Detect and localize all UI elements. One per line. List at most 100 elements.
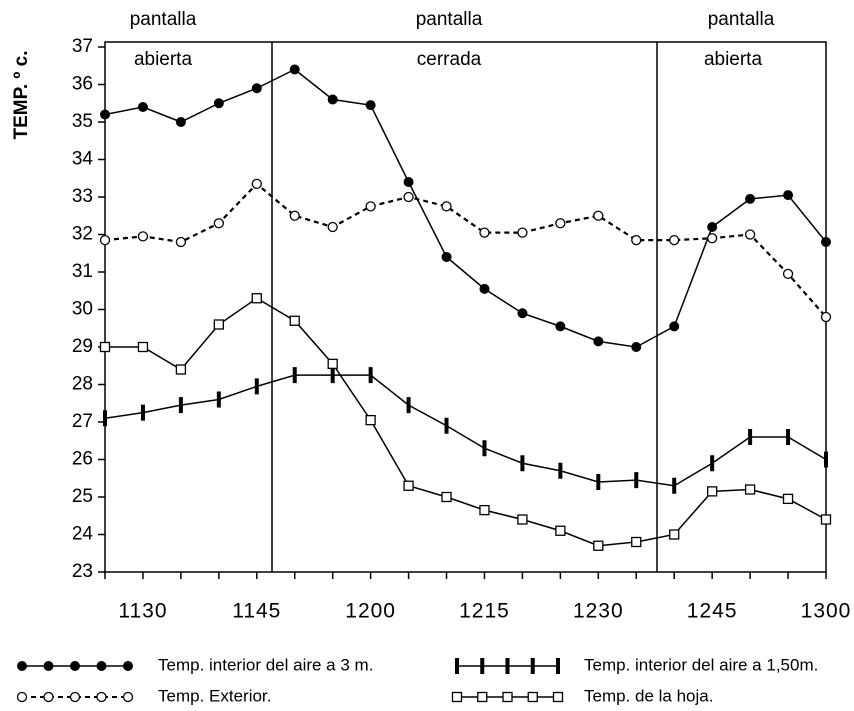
point: [669, 321, 680, 332]
point: [327, 358, 338, 370]
y-tick-label: 35: [72, 111, 93, 132]
point: [96, 661, 107, 671]
point: [96, 691, 107, 703]
point: [631, 536, 642, 548]
y-tick-label: 25: [72, 486, 93, 507]
point: [669, 234, 680, 246]
point: [477, 691, 488, 703]
y-tick-label: 37: [72, 36, 93, 57]
point: [502, 691, 513, 703]
point: [69, 691, 81, 703]
y-tick-label: 31: [72, 261, 93, 282]
x-tick-label: 1300: [801, 600, 852, 623]
point: [744, 229, 756, 240]
point: [441, 252, 452, 262]
series-line: [104, 374, 827, 487]
legend-label: Temp. de la hoja.: [584, 686, 713, 705]
point: [479, 227, 490, 238]
point: [593, 210, 604, 221]
annotation: pantalla: [708, 9, 775, 30]
point: [782, 268, 794, 280]
legend-label: Temp. interior del aire a 3 m.: [158, 655, 373, 674]
plot-frame: [104, 41, 827, 573]
point: [552, 691, 564, 703]
point: [403, 191, 414, 203]
point: [403, 480, 414, 491]
point: [365, 201, 376, 212]
point: [527, 691, 538, 703]
point: [213, 98, 224, 109]
y-tick-label: 29: [72, 336, 93, 357]
y-axis-label: TEMP. º c.: [11, 51, 32, 140]
point: [669, 529, 680, 540]
point: [479, 504, 490, 516]
y-tick-label: 32: [72, 224, 93, 245]
point: [175, 364, 187, 375]
annotation: abierta: [134, 49, 193, 70]
point: [137, 102, 148, 112]
point: [451, 691, 463, 703]
x-tick-label: 1145: [232, 600, 281, 623]
point: [251, 293, 262, 304]
annotation: cerrada: [417, 49, 482, 70]
point: [16, 691, 28, 703]
point: [631, 234, 642, 246]
point: [251, 83, 262, 94]
y-tick-label: 28: [72, 374, 93, 395]
y-tick-label: 33: [72, 186, 93, 207]
point: [289, 64, 300, 75]
point: [289, 210, 300, 221]
y-tick-label: 24: [72, 524, 94, 545]
annotation: pantalla: [130, 9, 197, 30]
point: [707, 486, 718, 497]
x-tick-label: 1200: [345, 600, 396, 623]
point: [213, 218, 224, 229]
point: [631, 342, 642, 352]
point: [744, 484, 756, 495]
point: [441, 491, 452, 503]
point: [365, 414, 376, 426]
point: [137, 231, 149, 242]
point: [100, 109, 110, 120]
point: [99, 341, 111, 353]
series-line: [104, 182, 827, 318]
point: [43, 691, 54, 703]
point: [251, 178, 262, 190]
point: [441, 201, 452, 212]
point: [820, 311, 832, 323]
point: [479, 283, 490, 294]
point: [820, 514, 832, 525]
point: [593, 336, 604, 347]
series-line: [104, 68, 827, 348]
point: [365, 100, 376, 111]
y-tick-label: 23: [72, 561, 93, 582]
y-tick-label: 30: [72, 299, 93, 320]
point: [175, 117, 186, 127]
annotation: abierta: [704, 49, 763, 70]
point: [289, 315, 300, 326]
point: [43, 661, 54, 671]
point: [327, 221, 338, 233]
point: [17, 661, 27, 671]
y-tick-label: 26: [72, 449, 93, 470]
point: [403, 177, 414, 187]
point: [707, 233, 718, 244]
point: [213, 319, 224, 330]
series-line: [105, 297, 827, 547]
point: [327, 94, 338, 105]
point: [517, 308, 528, 319]
point: [782, 493, 794, 505]
point: [555, 321, 566, 332]
x-tick-label: 1245: [687, 600, 738, 623]
point: [122, 691, 134, 703]
point: [517, 514, 528, 525]
point: [70, 661, 80, 671]
y-tick-label: 36: [72, 74, 93, 95]
y-tick-label: 27: [72, 411, 93, 432]
x-tick-label: 1230: [573, 600, 624, 623]
point: [555, 218, 566, 229]
point: [99, 234, 111, 246]
legend-label: Temp. Exterior.: [158, 686, 271, 705]
point: [707, 222, 718, 232]
